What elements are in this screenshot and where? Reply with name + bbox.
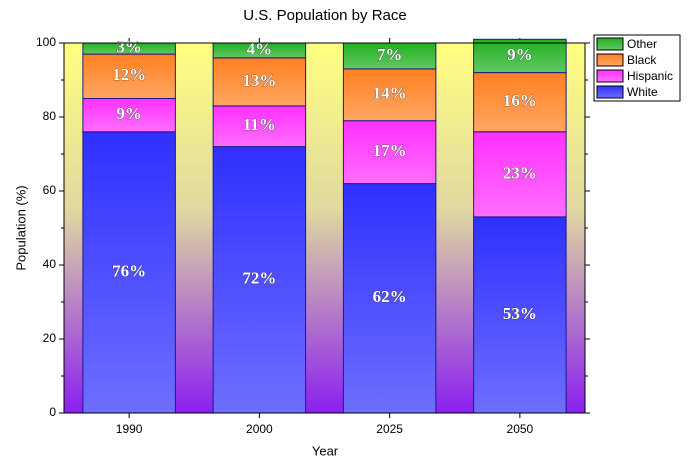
y-tick-label: 20 (43, 331, 57, 345)
y-tick-label: 60 (43, 183, 57, 197)
legend-swatch (596, 85, 624, 99)
data-label: 3% (116, 37, 142, 56)
legend-label: White (627, 85, 658, 99)
data-label: 9% (507, 45, 533, 64)
x-tick-label: 2000 (246, 422, 273, 436)
bar-segment (473, 38, 567, 74)
x-axis-label: Year (312, 443, 339, 458)
data-label: 62% (373, 287, 407, 306)
y-tick-label: 80 (43, 109, 57, 123)
bar-segment (342, 68, 437, 122)
y-axis-label: Population (%) (13, 185, 28, 270)
y-tick-label: 100 (36, 35, 56, 49)
bar-segment (473, 131, 567, 218)
legend-swatch (596, 37, 624, 51)
data-label: 9% (116, 104, 142, 123)
data-label: 12% (112, 65, 146, 84)
data-label: 16% (503, 91, 537, 110)
y-tick-label: 0 (49, 405, 56, 419)
data-label: 14% (373, 84, 407, 103)
chart-title: U.S. Population by Race (243, 7, 406, 24)
legend-label: Black (627, 53, 657, 67)
data-label: 76% (112, 261, 146, 280)
data-label: 7% (377, 45, 403, 64)
data-label: 72% (242, 269, 276, 288)
bar-segment (473, 216, 567, 414)
x-tick-label: 2025 (376, 422, 403, 436)
bar-segment (212, 146, 307, 414)
legend-label: Other (627, 37, 657, 51)
bar-segment (342, 120, 437, 185)
data-label: 17% (373, 141, 407, 160)
legend-swatch (596, 69, 624, 83)
bar-segment (82, 131, 176, 414)
plot-frame (63, 42, 586, 414)
bar-segment (342, 42, 437, 70)
bar-segment (342, 183, 437, 414)
bar-segment (212, 105, 307, 148)
data-label: 4% (247, 39, 273, 58)
data-label: 11% (243, 115, 276, 134)
bar-segment (82, 53, 176, 99)
bar-segment (82, 98, 176, 133)
y-tick-label: 40 (43, 257, 57, 271)
legend-swatch (596, 53, 624, 67)
legend-label: Hispanic (627, 69, 673, 83)
data-label: 23% (503, 163, 537, 182)
data-label: 13% (242, 71, 276, 90)
x-tick-label: 1990 (116, 422, 143, 436)
x-tick-label: 2050 (507, 422, 534, 436)
data-label: 53% (503, 304, 537, 323)
